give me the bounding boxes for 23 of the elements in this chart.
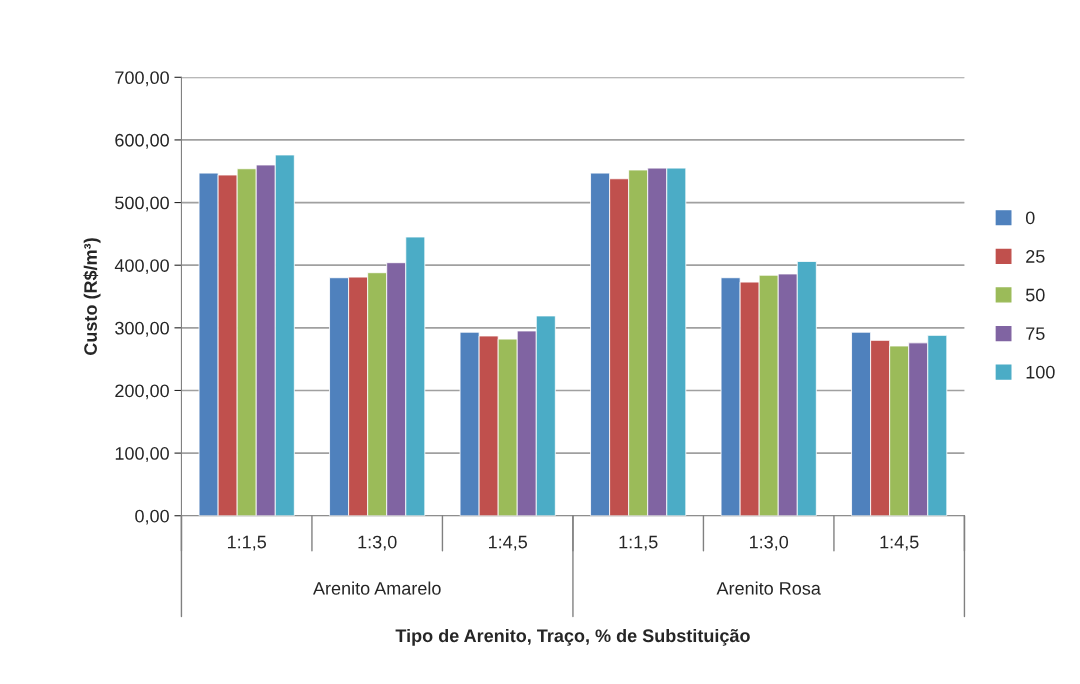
- legend-label: 100: [1026, 365, 1055, 379]
- x-tick-label: 1:1,5: [619, 535, 658, 551]
- x-axis-title: Tipo de Arenito, Traço, % de Substituição: [395, 628, 750, 646]
- text: Arenito Rosa: [716, 581, 821, 595]
- x-tick-label: 1:4,5: [488, 535, 528, 551]
- y-axis-title: Custo (R$/m³): [83, 238, 101, 355]
- y-tick-label: 500,00: [115, 196, 169, 212]
- y-tick-label: 300,00: [115, 321, 169, 337]
- text: Arenito Amarelo: [313, 581, 441, 595]
- x-tick-label: 1:1,5: [227, 535, 267, 551]
- legend-label: 50: [1025, 288, 1045, 302]
- y-tick-label: 100,00: [115, 447, 169, 462]
- legend-label: 25: [1026, 250, 1045, 263]
- legend-label: 0: [1025, 211, 1035, 225]
- x-tick-label: 1:3,0: [749, 535, 789, 551]
- x-tick-label: 1:4,5: [880, 535, 919, 551]
- y-tick-label: 400,00: [114, 259, 169, 275]
- y-tick-label: 200,00: [115, 384, 169, 400]
- y-tick-label: 700,00: [115, 71, 169, 87]
- y-tick-label: 600,00: [115, 133, 169, 149]
- legend-label: 75: [1026, 327, 1045, 340]
- y-tick-label: 0,00: [135, 509, 169, 525]
- x-tick-label: 1:3,0: [358, 535, 397, 551]
